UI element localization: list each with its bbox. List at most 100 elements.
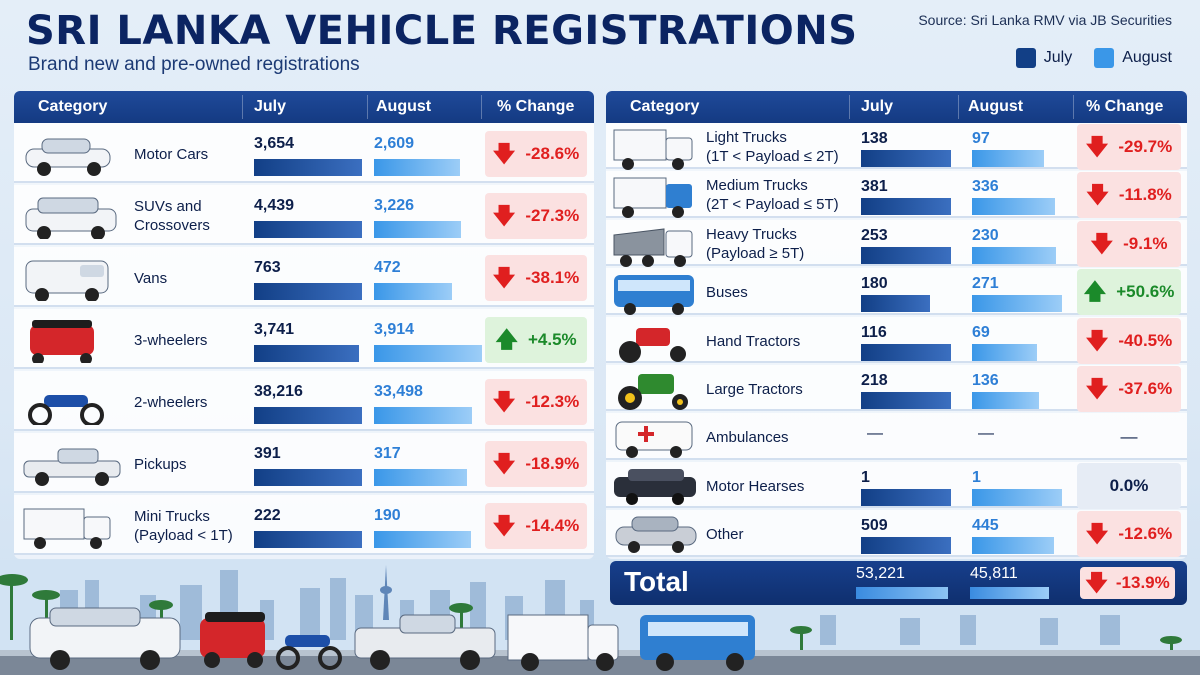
- change-badge: 🡇 -14.4%: [485, 503, 587, 549]
- change-value: -12.3%: [525, 392, 580, 411]
- august-value: 136: [972, 372, 999, 389]
- august-bar: [972, 150, 1044, 167]
- header-divider: [481, 95, 482, 119]
- header-august: August: [968, 98, 1024, 115]
- august-bar: [972, 246, 1056, 264]
- arrow-down-icon: 🡇: [1085, 134, 1109, 159]
- mini-truck-icon: [22, 503, 122, 554]
- august-bar: [374, 159, 460, 176]
- header-divider: [367, 95, 368, 119]
- change-badge: 0.0%: [1077, 462, 1181, 509]
- august-bar: [972, 343, 1037, 361]
- legend-swatch-july: [1015, 48, 1036, 68]
- table-row: Light Trucks (1T < Payload ≤ 2T) 138 97 🡇 -29…: [606, 123, 1187, 170]
- light-truck-icon: [612, 124, 712, 175]
- july-value: —: [867, 425, 883, 443]
- change-value: -28.6%: [525, 144, 580, 163]
- august-value: 3,914: [374, 321, 415, 338]
- july-bar: [861, 246, 951, 264]
- table-row: Buses 180 271 🡅 +50.6%: [606, 268, 1187, 316]
- arrow-up-icon: 🡅: [1083, 279, 1107, 305]
- left-table: Category July August % Change Motor Cars…: [14, 91, 594, 559]
- july-bar: [861, 537, 951, 555]
- change-badge: 🡇 -29.7%: [1077, 124, 1181, 170]
- july-bar: [861, 150, 951, 167]
- motorcycle-illustration: [276, 635, 342, 670]
- change-badge: 🡇 -37.6%: [1077, 366, 1181, 412]
- table-row: 3-wheelers 3,741 3,914 🡅 +4.5%: [14, 309, 594, 369]
- table-row: Motor Cars 3,654 2,609 🡇 -28.6%: [14, 123, 594, 183]
- right-table: Category July August % Change Light Truc…: [606, 91, 1187, 559]
- tuk-tuk-illustration: [200, 612, 265, 668]
- august-bar: [374, 407, 472, 424]
- legend: July August: [1015, 48, 1172, 68]
- page-subtitle: Brand new and pre-owned registrations: [28, 54, 360, 75]
- category-label: SUVs and Crossovers: [134, 198, 210, 234]
- header-august: August: [376, 98, 432, 115]
- july-value: 253: [861, 226, 888, 244]
- total-july-value: 53,221: [856, 565, 905, 582]
- arrow-down-icon: 🡇: [492, 513, 516, 538]
- total-change-value: -13.9%: [1115, 573, 1170, 592]
- august-value: 445: [972, 517, 999, 535]
- august-bar: [972, 488, 1062, 506]
- legend-label-august: August: [1122, 49, 1172, 66]
- category-label: 3-wheelers: [134, 332, 208, 349]
- july-value: 218: [861, 372, 888, 389]
- august-value: 317: [374, 445, 401, 462]
- category-label: Ambulances: [706, 429, 789, 447]
- change-value: -40.5%: [1118, 330, 1173, 350]
- header-july: July: [254, 98, 287, 115]
- total-change-badge: 🡇 -13.9%: [1080, 567, 1175, 599]
- arrow-down-icon: 🡇: [492, 141, 516, 166]
- change-value: -29.7%: [1118, 137, 1173, 156]
- category-label: Hand Tractors: [706, 332, 801, 350]
- table-row: 2-wheelers 38,216 33,498 🡇 -12.3%: [14, 371, 594, 431]
- change-badge: 🡇 -12.3%: [485, 379, 587, 425]
- arrow-down-icon: 🡇: [1085, 570, 1108, 595]
- change-badge: —: [1077, 414, 1181, 460]
- legend-swatch-august: [1094, 48, 1115, 68]
- august-bar: [374, 531, 471, 548]
- change-badge: 🡇 -38.1%: [485, 255, 587, 301]
- august-value: 190: [374, 507, 401, 524]
- july-bar: [254, 221, 362, 238]
- table-row: Heavy Trucks (Payload ≥ 5T) 253 230 🡇 -9.1%: [606, 219, 1187, 267]
- total-august-value: 45,811: [970, 565, 1018, 582]
- july-bar: [254, 407, 362, 424]
- total-august-bar: [970, 587, 1049, 599]
- july-bar: [254, 469, 362, 486]
- heavy-truck-icon: [612, 221, 712, 272]
- category-label: Heavy Trucks (Payload ≥ 5T): [706, 225, 805, 262]
- august-value: 336: [972, 178, 999, 196]
- july-bar: [861, 198, 951, 216]
- july-bar: [861, 295, 930, 313]
- august-bar: [972, 392, 1039, 409]
- august-bar: [972, 198, 1055, 216]
- august-value: 271: [972, 275, 999, 293]
- table-row: Mini Trucks (Payload < 1T) 222 190 🡇 -14.4%: [14, 495, 594, 555]
- total-row: Total 53,221 45,811 🡇 -13.9%: [610, 561, 1187, 605]
- table-row: Medium Trucks (2T < Payload ≤ 5T) 381 336 🡇 -…: [606, 171, 1187, 219]
- arrow-down-icon: 🡇: [1085, 327, 1109, 353]
- header-july: July: [861, 98, 894, 115]
- header-change: % Change: [1086, 98, 1164, 115]
- header-divider: [242, 95, 243, 119]
- july-value: 381: [861, 178, 888, 196]
- header-category: Category: [630, 98, 700, 115]
- change-value: -12.6%: [1118, 524, 1173, 544]
- change-badge: 🡇 -18.9%: [485, 441, 587, 487]
- change-value: +50.6%: [1116, 282, 1175, 302]
- legend-label-july: July: [1043, 49, 1073, 66]
- change-badge: 🡇 -12.6%: [1077, 511, 1181, 558]
- three-wheeler-icon: [22, 317, 122, 368]
- august-value: 3,226: [374, 197, 415, 214]
- suv-icon: [22, 193, 122, 244]
- july-value: 3,654: [254, 135, 295, 152]
- table-row: Ambulances — — —: [606, 413, 1187, 460]
- category-label: Other: [706, 526, 744, 544]
- category-label: Motor Cars: [134, 146, 209, 163]
- arrow-down-icon: 🡇: [492, 451, 516, 476]
- truck-illustration: [507, 614, 619, 671]
- july-value: 4,439: [254, 197, 295, 214]
